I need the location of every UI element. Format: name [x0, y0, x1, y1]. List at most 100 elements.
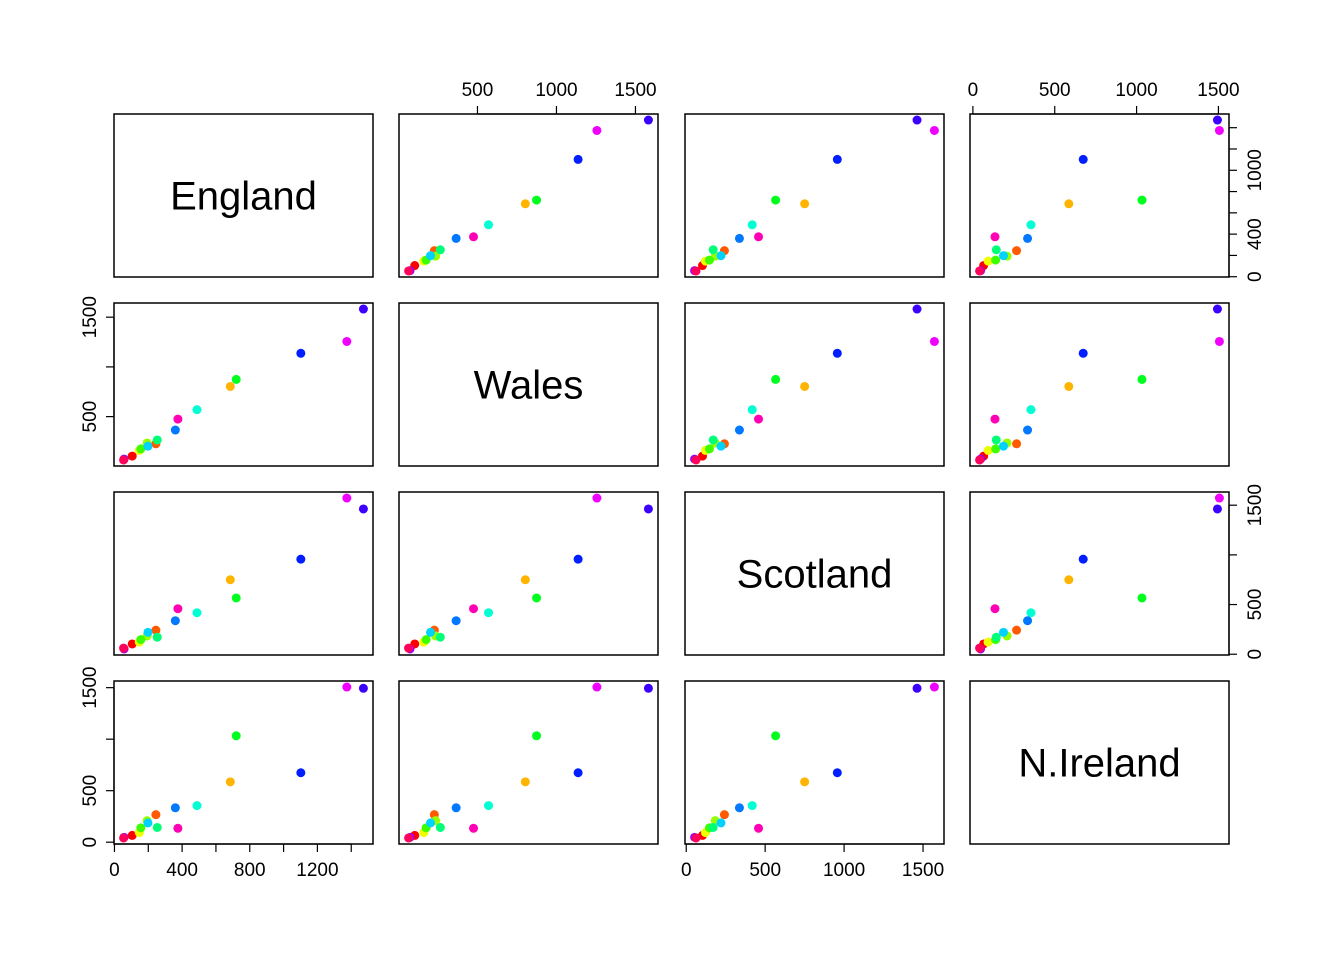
point	[1064, 575, 1074, 585]
point	[975, 455, 985, 465]
variable-name: N.Ireland	[1018, 742, 1180, 786]
point	[451, 803, 461, 813]
point	[990, 232, 1000, 242]
point	[520, 575, 530, 585]
point	[734, 803, 744, 813]
point	[136, 444, 146, 454]
x-tick-label: 1000	[1115, 80, 1157, 101]
point	[998, 251, 1008, 261]
point	[151, 810, 161, 820]
point	[1214, 493, 1224, 503]
point	[991, 435, 1001, 445]
point	[832, 154, 842, 164]
point	[469, 823, 479, 833]
point	[127, 830, 137, 840]
point	[643, 504, 653, 514]
y-tick-label: 500	[80, 401, 101, 433]
point	[1026, 220, 1036, 230]
point	[754, 414, 764, 424]
point	[983, 256, 993, 266]
y-tick-label: 1500	[80, 296, 101, 338]
point	[975, 643, 985, 653]
point	[800, 777, 810, 787]
point	[708, 245, 718, 255]
point	[747, 220, 757, 230]
panel-frame	[684, 491, 945, 656]
point	[404, 643, 414, 653]
point	[747, 801, 757, 811]
point	[1012, 246, 1022, 256]
point	[1026, 405, 1036, 415]
panel-frame	[684, 113, 945, 278]
y-tick-label: 500	[1245, 589, 1266, 621]
x-tick-label: 1500	[1197, 80, 1239, 101]
point	[983, 637, 993, 647]
point	[225, 381, 235, 391]
point	[998, 441, 1008, 451]
point	[1137, 374, 1147, 384]
point	[119, 455, 129, 465]
y-tick-label: 1500	[80, 667, 101, 709]
panel-frame	[113, 491, 374, 656]
point	[151, 625, 161, 635]
point	[991, 245, 1001, 255]
point	[1023, 616, 1033, 626]
point	[404, 266, 414, 276]
point	[1137, 593, 1147, 603]
point	[983, 445, 993, 455]
point	[1214, 336, 1224, 346]
x-tick-label: 1000	[535, 80, 577, 101]
point	[435, 245, 445, 255]
point	[426, 251, 436, 261]
point	[691, 455, 701, 465]
point	[990, 604, 1000, 614]
panel-frame	[684, 302, 945, 467]
point	[754, 232, 764, 242]
point	[342, 493, 352, 503]
point	[991, 632, 1001, 642]
point	[451, 233, 461, 243]
point	[832, 348, 842, 358]
point	[832, 768, 842, 778]
point	[991, 444, 1001, 454]
y-tick-label: 400	[1245, 218, 1266, 250]
point	[998, 627, 1008, 637]
x-tick-label: 1000	[823, 860, 865, 881]
point	[716, 818, 726, 828]
panel-frame	[969, 680, 1230, 845]
point	[716, 441, 726, 451]
point	[192, 405, 202, 415]
panel-frame	[398, 680, 659, 845]
point	[1137, 195, 1147, 205]
point	[426, 627, 436, 637]
point	[592, 682, 602, 692]
point	[573, 554, 583, 564]
point	[719, 810, 729, 820]
point	[435, 632, 445, 642]
x-tick-label: 1200	[296, 860, 338, 881]
variable-name: Wales	[474, 364, 584, 408]
variable-name: Scotland	[737, 553, 893, 597]
y-tick-label: 1000	[1245, 149, 1266, 191]
point	[173, 823, 183, 833]
point	[1064, 199, 1074, 209]
panel-frame	[113, 113, 374, 278]
point	[734, 233, 744, 243]
point	[358, 504, 368, 514]
point	[734, 425, 744, 435]
panel-frame	[969, 491, 1230, 656]
y-tick-label: 0	[1245, 271, 1266, 282]
point	[643, 115, 653, 125]
point	[170, 425, 180, 435]
point	[342, 682, 352, 692]
point	[296, 768, 306, 778]
point	[119, 643, 129, 653]
panel-frame	[113, 680, 374, 845]
point	[1023, 233, 1033, 243]
point	[127, 639, 137, 649]
point	[592, 493, 602, 503]
point	[1012, 439, 1022, 449]
point	[192, 801, 202, 811]
point	[1212, 115, 1222, 125]
point	[754, 823, 764, 833]
